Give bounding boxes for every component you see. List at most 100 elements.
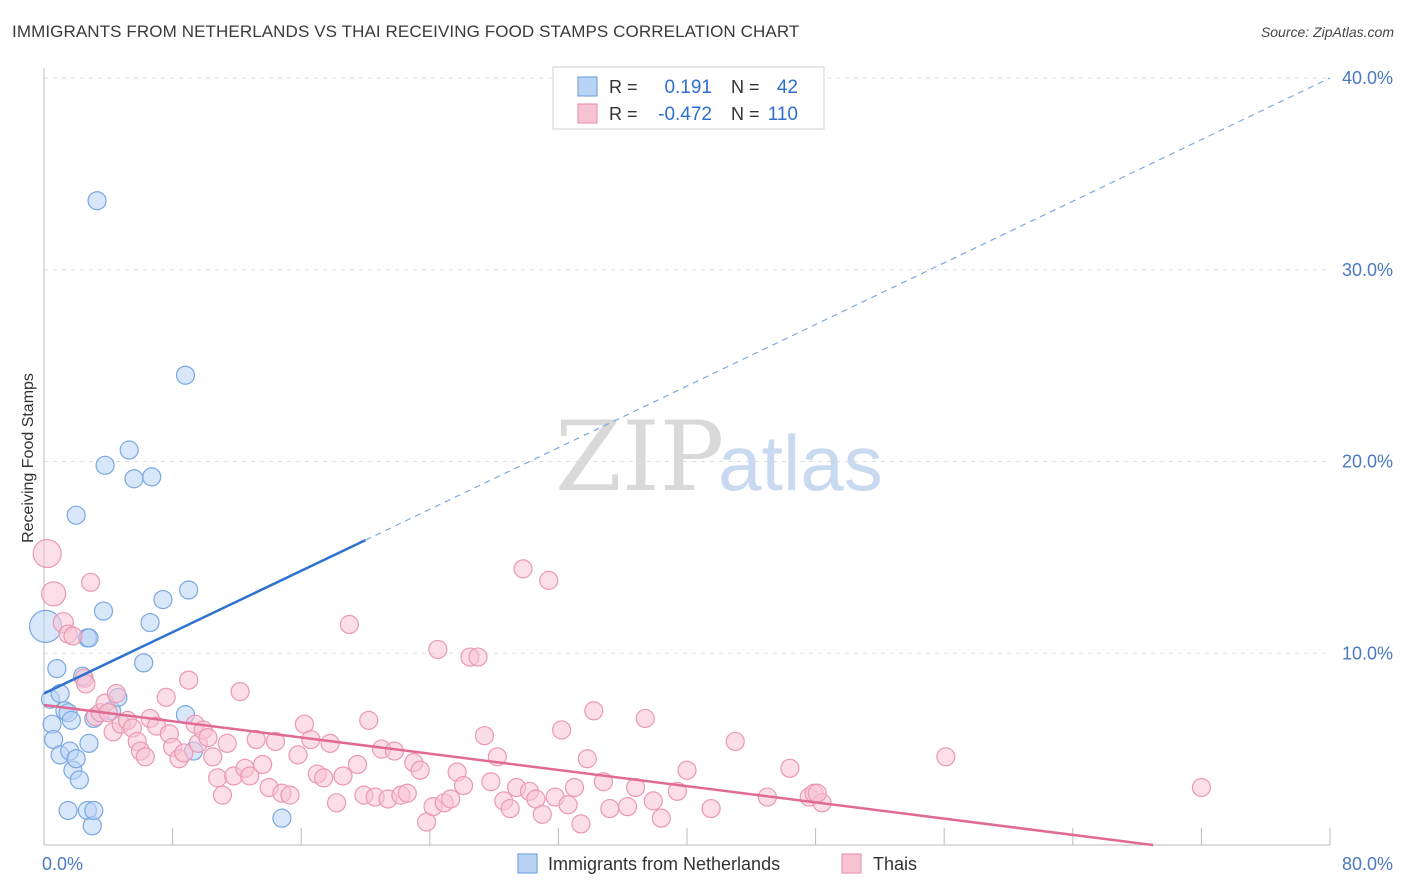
x-tick-label-2: 80.0% [1342, 854, 1393, 874]
netherlands-point-15 [66, 749, 86, 769]
thais-point-96 [617, 797, 638, 817]
y-tick-label-3: 30.0% [1342, 260, 1393, 280]
series-legend: Immigrants from Netherlands Thais [517, 853, 917, 874]
netherlands-point-36 [175, 365, 196, 385]
watermark-atlas: atlas [718, 419, 883, 507]
thais-point-32 [198, 728, 218, 748]
thais-point-47 [288, 745, 308, 765]
thais-point-88 [552, 720, 572, 740]
source-label: Source: ZipAtlas.com [1260, 24, 1394, 40]
thais-point-8 [81, 572, 101, 592]
series-label-netherlands: Immigrants from Netherlands [548, 854, 780, 874]
legend-r-label-1: R = [609, 77, 638, 97]
netherlands-point-26 [93, 601, 114, 621]
netherlands-point-40 [272, 808, 292, 828]
thais-point-104 [725, 731, 745, 752]
netherlands-point-30 [119, 440, 139, 460]
thais-point-93 [584, 701, 604, 721]
netherlands-point-25 [87, 191, 107, 211]
netherlands-point-16 [69, 770, 89, 790]
thais-point-27 [174, 743, 194, 763]
thais-point-35 [212, 785, 233, 805]
netherlands-point-38 [179, 580, 199, 600]
thais-point-34 [208, 768, 228, 788]
legend-box [552, 66, 825, 130]
watermark-zip: ZIP [555, 401, 724, 513]
thais-point-102 [677, 760, 697, 780]
thais-point-14 [106, 683, 126, 704]
thais-point-75 [468, 647, 488, 667]
thais-point-46 [280, 785, 300, 805]
thais-point-103 [701, 798, 721, 819]
thais-point-69 [428, 639, 448, 660]
thais-point-110 [807, 783, 827, 803]
legend-swatch-blue [577, 76, 598, 97]
netherlands-point-13 [58, 800, 78, 821]
thais-point-58 [359, 710, 379, 730]
legend-n-label-1: N = [731, 77, 760, 97]
thais-point-98 [635, 708, 655, 729]
stats-legend: R = 0.191 N = 42 R = -0.472 N = 110 [552, 66, 825, 130]
netherlands-point-34 [142, 467, 162, 487]
thais-point-2 [41, 581, 67, 607]
series-label-thais: Thais [873, 854, 917, 874]
thais-point-80 [500, 798, 520, 819]
thais-point-90 [564, 777, 585, 798]
netherlands-point-14 [66, 505, 86, 525]
thais-point-36 [217, 733, 237, 753]
thais-point-91 [571, 814, 591, 834]
thais-trend-line [43, 703, 1154, 847]
legend-r-value-1: 0.191 [664, 77, 712, 98]
thais-point-111 [936, 747, 956, 767]
thais-point-95 [600, 798, 620, 819]
thais-point-20 [135, 747, 155, 767]
netherlands-point-23 [84, 800, 104, 821]
netherlands-point-11 [61, 710, 81, 730]
netherlands-point-33 [140, 612, 160, 633]
axes: 10.0% 20.0% 30.0% 40.0% 0.0% 80.0% [42, 68, 1393, 874]
chart-title: IMMIGRANTS FROM NETHERLANDS VS THAI RECE… [12, 22, 800, 41]
thais-point-55 [339, 614, 360, 635]
thais-point-56 [347, 754, 368, 775]
y-axis-label: Receiving Food Stamps [20, 373, 37, 543]
legend-swatch-pink [577, 103, 598, 124]
thais-point-38 [230, 681, 250, 702]
thais-point-44 [265, 731, 286, 752]
thais-point-112 [1191, 777, 1212, 798]
thais-point-5 [63, 626, 83, 646]
thais-point-92 [577, 749, 597, 769]
netherlands-point-31 [124, 469, 144, 489]
thais-point-76 [474, 726, 495, 746]
thais-point-28 [179, 670, 199, 690]
trend-lines [43, 77, 1331, 847]
thais-point-89 [558, 795, 578, 815]
y-tick-label-1: 10.0% [1342, 643, 1393, 663]
gridlines [44, 77, 1330, 654]
legend-n-value-2: 110 [768, 104, 798, 125]
thais-point-64 [397, 783, 417, 803]
netherlands-point-35 [153, 589, 173, 610]
thais-point-100 [651, 808, 671, 828]
legend-n-label-2: N = [731, 104, 760, 124]
thais-point-73 [453, 775, 474, 796]
thais-point-82 [513, 559, 533, 579]
netherlands-point-19 [79, 628, 99, 648]
x-tick-label-1: 0.0% [42, 854, 83, 874]
thais-point-71 [441, 789, 461, 809]
legend-n-value-1: 42 [777, 77, 798, 98]
thais-point-1 [32, 538, 62, 569]
series-swatch-thais [841, 853, 862, 874]
thais-point-40 [240, 766, 260, 786]
thais-point-86 [539, 570, 559, 590]
thais-point-106 [780, 758, 800, 778]
legend-r-label-2: R = [609, 104, 638, 124]
y-tick-label-2: 20.0% [1342, 452, 1393, 472]
thais-point-85 [532, 804, 552, 824]
thais-point-53 [326, 793, 347, 813]
thais-point-54 [333, 766, 353, 786]
data-points [29, 191, 1212, 836]
thais-point-42 [253, 754, 273, 775]
netherlands-point-5 [47, 658, 67, 679]
netherlands-trend-line [43, 538, 367, 695]
